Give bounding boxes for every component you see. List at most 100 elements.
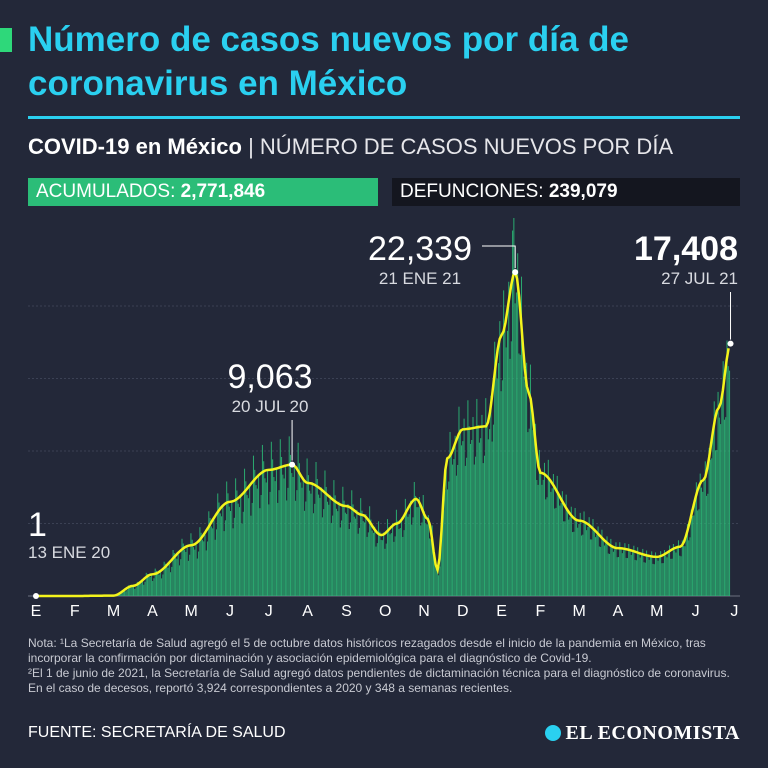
bar [383,532,385,596]
bar [311,482,313,596]
bar [629,551,631,596]
bar [603,545,605,596]
bar [472,417,474,596]
bar [127,585,129,596]
bar [499,321,501,596]
bar [464,465,466,596]
bar [707,493,709,596]
bar [226,481,228,596]
bar [390,533,392,596]
bar [704,461,706,596]
bar [630,554,632,596]
bar [584,523,586,596]
bar [374,526,376,596]
bar [443,510,445,596]
bar [159,572,161,596]
bar [598,546,600,596]
bar [656,558,658,596]
bar [150,575,152,596]
bar [342,486,344,596]
annotation-dot [727,340,734,347]
bar [190,533,192,596]
bar [620,549,622,596]
acumulados-label: ACUMULADOS: [36,181,176,202]
annotation-date: 20 JUL 20 [232,397,309,416]
bar [429,538,431,596]
bar [505,347,507,596]
bar [663,550,665,596]
bar [289,454,292,596]
bar [481,414,483,596]
x-tick-label: N [418,603,430,618]
bar [349,522,351,596]
bar [278,490,280,596]
bar [203,541,205,596]
bar [660,551,662,596]
x-tick-label: J [226,603,234,618]
bar [692,516,694,596]
bar [357,533,359,596]
bar [272,459,274,596]
bar [515,292,517,596]
bar [697,510,699,596]
bar [251,502,253,596]
bar [261,444,263,596]
bar [286,500,288,596]
annotation-leader [482,245,516,269]
bar [521,276,523,596]
bar [189,554,191,596]
bar [685,538,687,596]
bar [671,558,673,596]
bar [602,540,604,596]
bar [536,480,538,596]
bar [477,425,479,596]
bar [611,547,613,596]
bar [524,381,526,596]
bar [498,363,500,596]
defunciones-label: DEFUNCIONES: [400,181,544,202]
bar [305,501,307,596]
bar [318,494,320,596]
bar [327,501,329,596]
bar [168,564,170,596]
bar [717,391,719,596]
bar [596,534,598,596]
bar [699,473,701,596]
bar [703,481,705,596]
bar [344,512,346,596]
bar [292,476,294,596]
bar [306,458,308,596]
bar [543,462,545,596]
bar [648,559,650,596]
bar [473,464,475,596]
bar [605,543,607,596]
bar [260,495,262,596]
bar [679,555,681,596]
bar [695,482,697,596]
bar [412,517,414,596]
bar [621,553,623,596]
bar [281,456,283,596]
chart-notes: Nota: ¹La Secretaría de Salud agregó el … [28,636,740,696]
bar [379,531,381,596]
bar [407,516,409,596]
bar [182,543,184,596]
bar [273,476,275,596]
bar [265,482,267,596]
bar [522,336,524,596]
bar [172,550,174,596]
bar [413,481,415,596]
bar [532,430,534,596]
bar [404,498,406,596]
bar [144,581,146,596]
bar [236,490,238,596]
bar [173,553,175,596]
bar [588,517,590,596]
bar [369,506,371,596]
bar [334,495,336,596]
x-tick-label: M [107,603,120,618]
bar [445,458,447,596]
subtitle-bold: COVID-19 en México [28,134,242,159]
bar [231,502,233,596]
bar [133,586,135,596]
